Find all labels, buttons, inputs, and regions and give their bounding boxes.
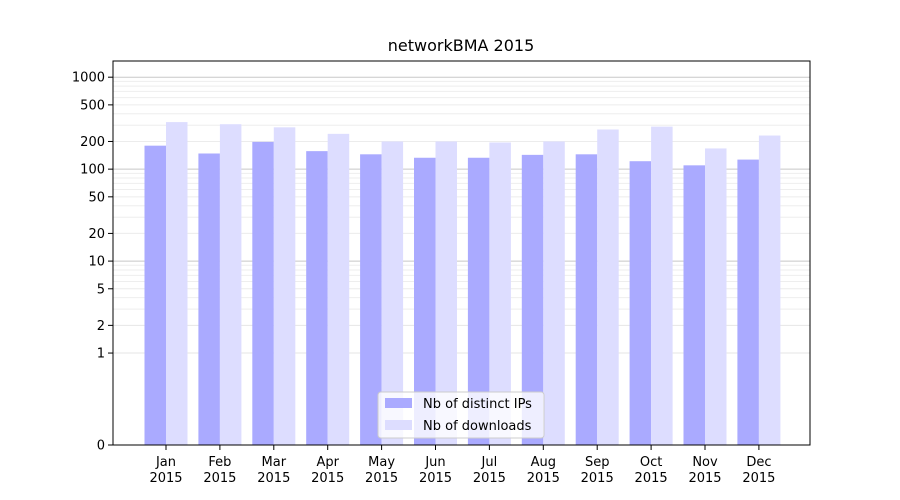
bar-distinct-ips xyxy=(629,161,652,445)
bar-downloads xyxy=(705,148,727,445)
legend-label: Nb of downloads xyxy=(423,419,532,434)
x-tick-label: Jul 2015 xyxy=(473,455,506,486)
x-axis: Jan 2015 Feb 2015 Mar 2015 Apr 2015 May 2015 Jun 20… xyxy=(149,445,775,486)
x-tick-label: Apr 2015 xyxy=(311,455,344,486)
x-tick-label: Feb 2015 xyxy=(203,455,236,486)
y-tick-label: 500 xyxy=(80,98,105,113)
legend-label: Nb of distinct IPs xyxy=(423,397,532,412)
bar-distinct-ips xyxy=(521,154,544,445)
x-tick-label: Jun 2015 xyxy=(419,455,452,486)
y-tick-label: 20 xyxy=(88,227,105,242)
x-tick-label: Dec 2015 xyxy=(742,455,775,486)
bars xyxy=(144,122,781,446)
y-tick-label: 2 xyxy=(97,319,105,334)
y-tick-label: 1000 xyxy=(72,71,105,86)
bar-distinct-ips xyxy=(575,154,598,445)
bar-downloads xyxy=(597,129,619,445)
bar-distinct-ips xyxy=(144,145,166,445)
chart-title: networkBMA 2015 xyxy=(388,36,535,55)
bar-distinct-ips xyxy=(467,157,490,445)
x-tick-label: Aug 2015 xyxy=(527,455,560,486)
y-axis: 0 1 2 5 10 20 50 100 200 500 1000 xyxy=(72,71,113,454)
bar-downloads xyxy=(166,122,188,445)
y-tick-label: 0 xyxy=(97,439,105,454)
y-tick-label: 100 xyxy=(80,163,105,178)
y-tick-label: 10 xyxy=(88,255,105,270)
bar-distinct-ips xyxy=(252,141,274,445)
x-tick-label: Sep 2015 xyxy=(581,455,614,486)
legend: Nb of distinct IPs Nb of downloads xyxy=(377,391,545,439)
x-tick-label: May 2015 xyxy=(365,455,398,486)
bar-downloads xyxy=(489,142,511,446)
bar-downloads xyxy=(758,135,781,445)
legend-box xyxy=(377,391,545,439)
bar-downloads xyxy=(219,124,242,445)
y-tick-label: 200 xyxy=(80,135,105,150)
x-tick-label: Nov 2015 xyxy=(688,455,721,486)
bar-downloads xyxy=(543,141,565,446)
bar-downloads xyxy=(381,141,404,446)
y-tick-label: 5 xyxy=(97,282,105,297)
x-tick-label: Oct 2015 xyxy=(635,455,668,486)
bar-distinct-ips xyxy=(737,159,759,445)
bar-distinct-ips xyxy=(683,165,705,445)
plot-frame xyxy=(112,60,811,446)
bar-downloads xyxy=(273,127,296,445)
bar-downloads xyxy=(435,141,457,446)
legend-swatch xyxy=(385,398,412,408)
x-tick-label: Mar 2015 xyxy=(257,455,290,486)
bar-downloads xyxy=(651,126,673,445)
bar-downloads xyxy=(327,133,350,445)
bar-distinct-ips xyxy=(414,157,436,445)
legend-swatch xyxy=(385,420,412,430)
bar-distinct-ips xyxy=(306,151,328,445)
y-tick-label: 50 xyxy=(88,190,105,205)
bar-distinct-ips xyxy=(360,154,382,445)
bar-distinct-ips xyxy=(198,153,220,446)
x-tick-label: Jan 2015 xyxy=(149,455,182,486)
y-tick-label: 1 xyxy=(97,347,105,362)
